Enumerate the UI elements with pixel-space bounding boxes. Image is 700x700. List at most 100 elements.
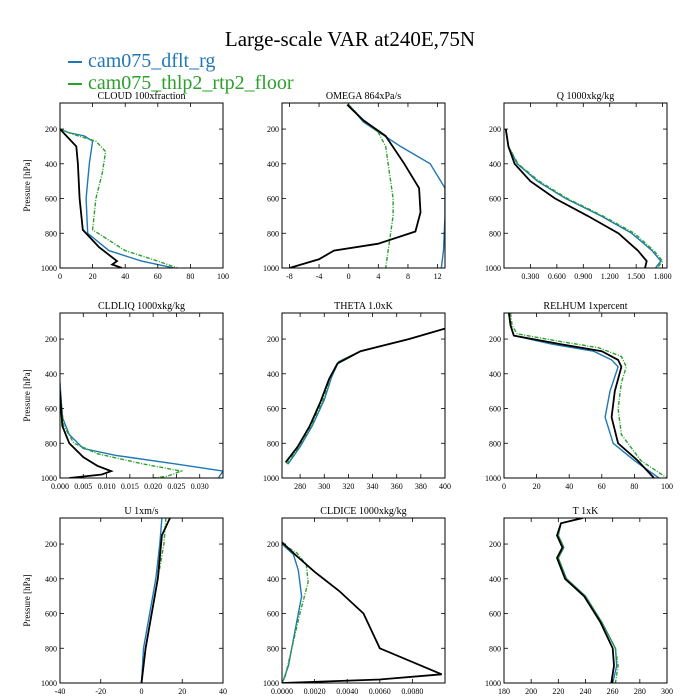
x-tick-label: 360 <box>391 482 403 491</box>
y-tick-label: 400 <box>45 575 57 584</box>
x-tick-label: 0.020 <box>144 482 162 491</box>
series-line-2 <box>556 518 615 683</box>
plot-frame <box>281 102 446 269</box>
series-line-1 <box>348 104 394 268</box>
y-tick-label: 400 <box>267 575 279 584</box>
x-tick-label: 0.0000 <box>271 687 293 696</box>
x-tick-label: 20 <box>533 482 541 491</box>
x-tick-label: -8 <box>286 272 293 281</box>
x-tick-label: 0.600 <box>548 272 566 281</box>
x-tick-label: 300 <box>318 482 330 491</box>
y-axis-label: Pressure [hPa] <box>22 574 32 626</box>
x-tick-label: 200 <box>525 687 537 696</box>
x-tick-label: 100 <box>661 482 673 491</box>
panel-title: Q 1000xkg/kg <box>557 91 615 102</box>
y-tick-label: 600 <box>267 405 279 414</box>
legend-label-dflt: cam075_dflt_rg <box>88 50 216 72</box>
y-tick-label: 200 <box>489 540 501 549</box>
y-tick-label: 800 <box>45 644 57 653</box>
plot-frame <box>281 312 446 479</box>
x-tick-label: 12 <box>434 272 442 281</box>
series-line-2 <box>504 128 648 268</box>
y-tick-label: 200 <box>489 335 501 344</box>
plot-frame <box>59 102 224 269</box>
series-line-2 <box>140 518 171 683</box>
x-tick-label: 60 <box>598 482 606 491</box>
x-tick-label: 0.015 <box>121 482 139 491</box>
x-tick-label: 0.005 <box>74 482 92 491</box>
x-tick-label: 4 <box>376 272 380 281</box>
x-tick-label: -20 <box>95 687 106 696</box>
x-tick-label: -40 <box>55 687 66 696</box>
x-tick-label: 300 <box>661 687 673 696</box>
series-line-0 <box>508 313 660 478</box>
series-line-1 <box>557 518 619 683</box>
series-line-2 <box>508 313 655 478</box>
x-tick-label: 80 <box>186 272 194 281</box>
y-tick-label: 1000 <box>263 264 279 273</box>
y-tick-label: 1000 <box>485 679 501 688</box>
x-tick-label: 0.030 <box>191 482 209 491</box>
series-line-0 <box>140 518 163 683</box>
x-tick-label: 0.0040 <box>336 687 358 696</box>
x-tick-label: 380 <box>415 482 427 491</box>
x-tick-label: 180 <box>498 687 510 696</box>
x-tick-label: 240 <box>580 687 592 696</box>
y-tick-label: 400 <box>489 370 501 379</box>
y-tick-label: 600 <box>267 195 279 204</box>
panel-title: T 1xK <box>573 506 599 517</box>
y-tick-label: 200 <box>45 125 57 134</box>
series-line-1 <box>282 543 309 683</box>
legend-dash-dflt <box>68 61 82 64</box>
series-line-0 <box>505 128 662 268</box>
x-tick-label: 0 <box>140 687 144 696</box>
y-tick-label: 1000 <box>41 474 57 483</box>
panel-6: U 1xm/s 200 400 600 800 1000-40 -20 0 20 40 Pressu… <box>22 506 227 696</box>
y-tick-label: 800 <box>489 229 501 238</box>
panel-title: U 1xm/s <box>124 506 158 517</box>
y-tick-label: 200 <box>489 125 501 134</box>
x-tick-label: 340 <box>367 482 379 491</box>
y-tick-label: 1000 <box>263 679 279 688</box>
y-tick-label: 400 <box>267 160 279 169</box>
y-tick-label: 200 <box>45 335 57 344</box>
series-line-1 <box>505 128 664 268</box>
x-tick-label: 0.000 <box>51 482 69 491</box>
x-tick-label: 0.300 <box>521 272 539 281</box>
y-tick-label: 800 <box>267 439 279 448</box>
x-tick-label: 0.0080 <box>401 687 423 696</box>
x-tick-label: 60 <box>154 272 162 281</box>
y-tick-label: 400 <box>45 160 57 169</box>
x-tick-label: 0 <box>502 482 506 491</box>
x-tick-label: 0.900 <box>574 272 592 281</box>
y-tick-label: 1000 <box>41 264 57 273</box>
x-tick-label: 260 <box>607 687 619 696</box>
panel-title: RELHUM 1xpercent <box>543 301 627 312</box>
legend-item-floor: cam075_thlp2_rtp2_floor <box>68 72 294 95</box>
y-tick-label: 1000 <box>485 264 501 273</box>
x-tick-label: 0 <box>347 272 351 281</box>
y-tick-label: 800 <box>267 229 279 238</box>
y-tick-label: 600 <box>489 195 501 204</box>
panel-title: CLDLIQ 1000xkg/kg <box>98 301 185 312</box>
x-tick-label: 220 <box>552 687 564 696</box>
panel-1: OMEGA 864xPa/s 200 400 600 800 1000 -8 -4 0 4 8 12 <box>263 91 446 281</box>
plot-frame <box>503 312 668 479</box>
plot-frame <box>59 312 224 479</box>
y-tick-label: 600 <box>45 610 57 619</box>
x-tick-label: 0.010 <box>98 482 116 491</box>
y-tick-label: 800 <box>489 644 501 653</box>
y-tick-label: 800 <box>45 229 57 238</box>
series-line-2 <box>289 104 422 268</box>
y-tick-label: 800 <box>45 439 57 448</box>
y-tick-label: 1000 <box>41 679 57 688</box>
plot-frame <box>59 517 224 684</box>
x-tick-label: 8 <box>406 272 410 281</box>
x-tick-label: 1.500 <box>627 272 645 281</box>
x-tick-label: 0 <box>58 272 62 281</box>
x-tick-label: 20 <box>89 272 97 281</box>
series-line-1 <box>509 313 667 478</box>
